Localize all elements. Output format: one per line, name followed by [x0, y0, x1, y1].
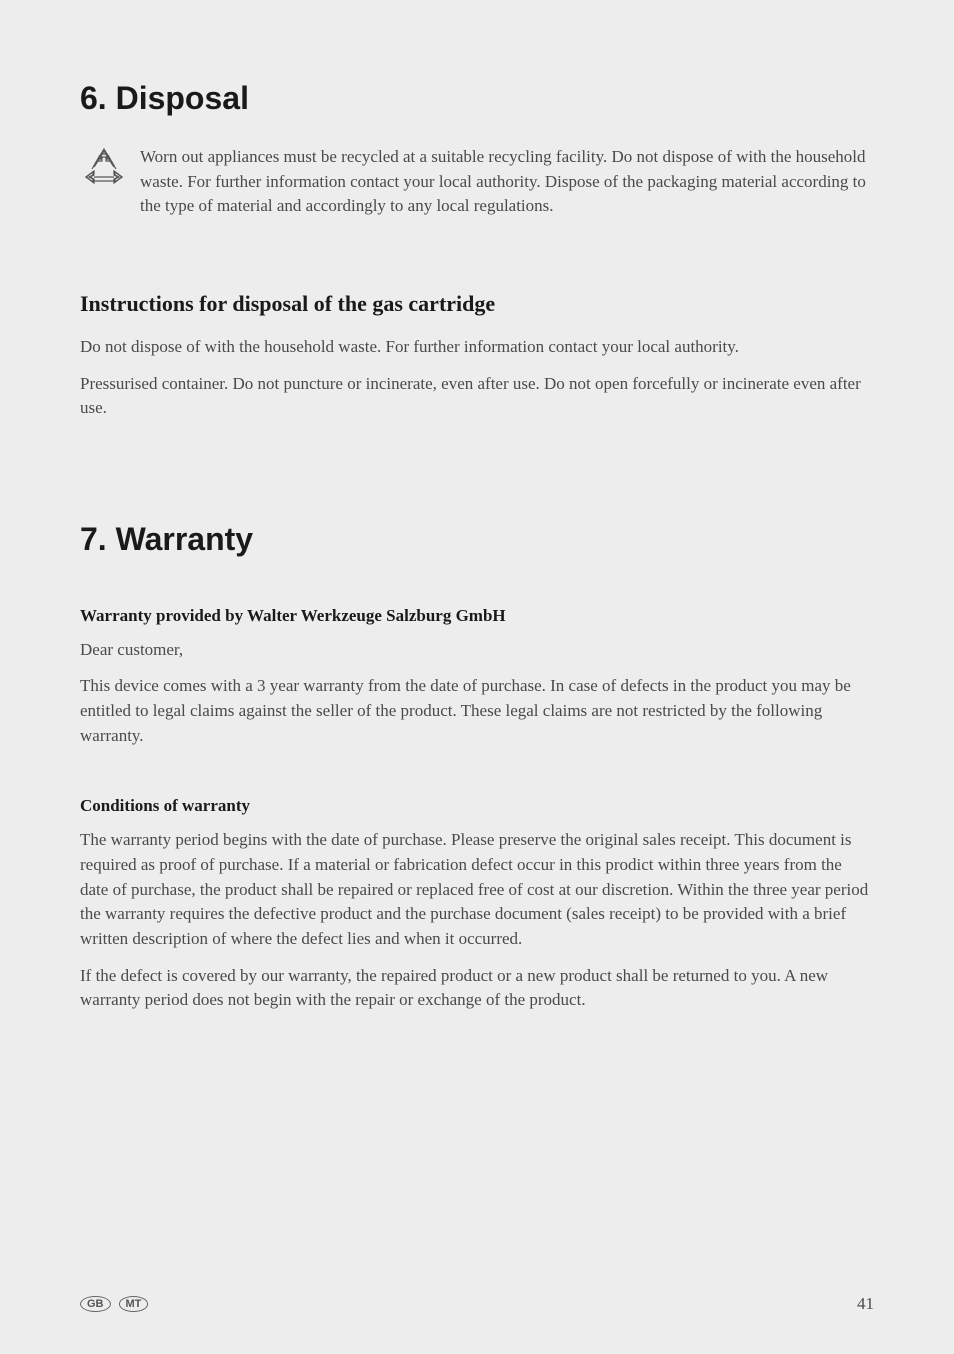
country-code-mt: MT: [119, 1296, 149, 1312]
gas-cartridge-p2: Pressurised container. Do not puncture o…: [80, 372, 874, 421]
warranty-intro: This device comes with a 3 year warranty…: [80, 674, 874, 748]
warranty-provider-heading: Warranty provided by Walter Werkzeuge Sa…: [80, 606, 874, 626]
page-footer: GB MT 41: [80, 1294, 874, 1314]
section-7-heading: 7. Warranty: [80, 521, 874, 558]
conditions-heading: Conditions of warranty: [80, 796, 874, 816]
conditions-p2: If the defect is covered by our warranty…: [80, 964, 874, 1013]
recycle-icon: [80, 147, 128, 195]
gas-cartridge-subheading: Instructions for disposal of the gas car…: [80, 291, 874, 317]
page-number: 41: [857, 1294, 874, 1314]
section-6-heading: 6. Disposal: [80, 80, 874, 117]
disposal-intro-block: Worn out appliances must be recycled at …: [80, 145, 874, 231]
disposal-intro-text: Worn out appliances must be recycled at …: [140, 145, 874, 219]
country-codes: GB MT: [80, 1296, 148, 1312]
conditions-p1: The warranty period begins with the date…: [80, 828, 874, 951]
gas-cartridge-p1: Do not dispose of with the household was…: [80, 335, 874, 360]
warranty-greeting: Dear customer,: [80, 638, 874, 663]
country-code-gb: GB: [80, 1296, 111, 1312]
